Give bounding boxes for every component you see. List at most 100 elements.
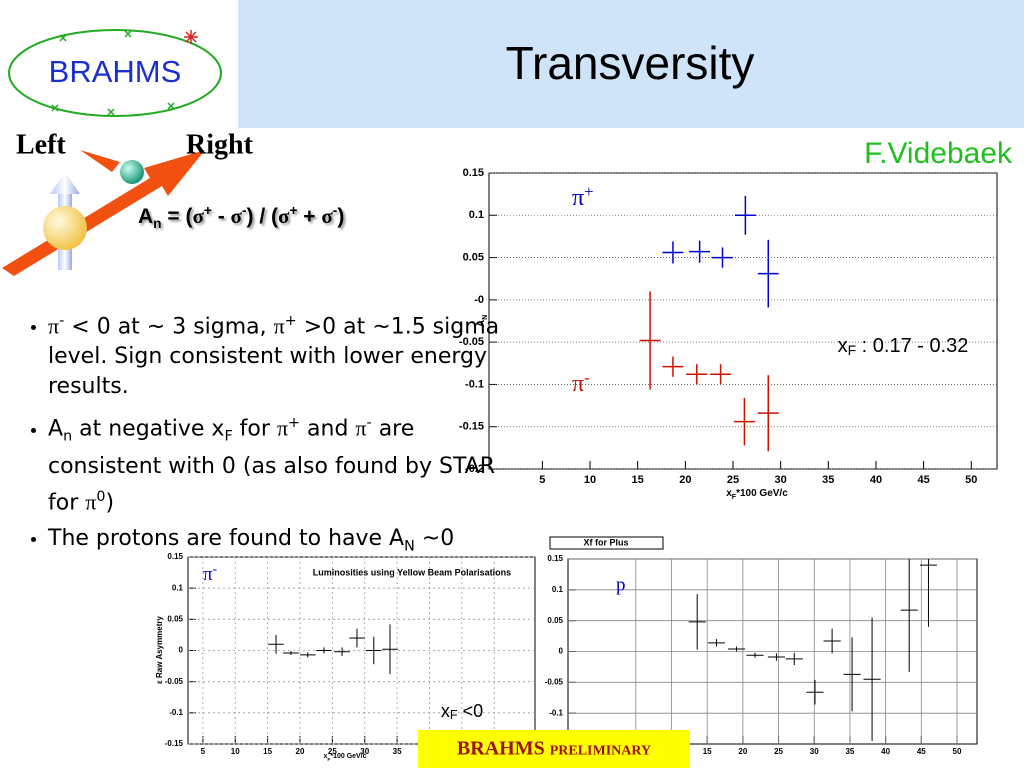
sup-text: - <box>241 203 247 218</box>
x-tick-label: 25 <box>727 474 739 486</box>
text-run: ) <box>337 205 345 228</box>
chart-title: Xf for Plus <box>583 537 628 547</box>
sup-text: + <box>288 415 301 432</box>
annotation: xF <0 <box>441 701 483 723</box>
text-run: σ <box>192 204 204 228</box>
x-tick-label: 5 <box>539 474 545 486</box>
text-run: π <box>85 489 97 515</box>
x-tick-label: 10 <box>231 747 240 756</box>
sup-text: - <box>332 203 338 218</box>
chart: 0.15 0.1 0.05 0 -0.05 -0.1 5 10 15 20 25 30 35 40 45 50… <box>545 536 978 756</box>
y-tick-label: -0.05 <box>545 677 564 686</box>
y-tick-label: 0.15 <box>463 167 484 179</box>
text-run: ~0 <box>414 526 455 552</box>
x-tick-label: 10 <box>667 747 676 756</box>
text-run: σ <box>278 204 290 228</box>
text-run: >0 at ~1.5 sigma level. Sign consistent … <box>48 314 500 400</box>
y-axis-label: ε Raw Asymmetry <box>155 615 164 684</box>
y-tick-label: -0.15 <box>459 421 484 433</box>
sub-text: n <box>153 216 162 232</box>
x-tick-label: 20 <box>296 747 305 756</box>
text-run: σ <box>230 204 242 228</box>
y-tick-label: 0.05 <box>547 616 563 625</box>
sub-text: n <box>63 429 73 446</box>
text-run: π <box>273 313 285 339</box>
sup-text: + <box>284 313 297 329</box>
text-run: ) <box>105 490 115 516</box>
bullet: The protons are found to have AN ~0 <box>48 524 508 561</box>
asymmetry-formula: An = (σ+ - σ-) / (σ+ + σ-) <box>138 203 344 231</box>
slide-title: Transversity <box>506 37 755 89</box>
y-tick-label: 0.1 <box>552 585 564 594</box>
text-run: are consistent with 0 (as also found by … <box>48 416 496 516</box>
x-tick-label: 10 <box>584 474 596 486</box>
x-tick-label: 20 <box>738 747 747 756</box>
y-tick-label: 0.05 <box>167 614 183 623</box>
y-tick-label: -0.1 <box>169 708 183 717</box>
y-tick-label: -0.15 <box>165 739 184 748</box>
y-tick-label: -0.2 <box>465 463 484 475</box>
chart: 0.15 0.1 0.05 0 -0.05 -0.1 -0.15 5 10 15 20 25 30 35 4… <box>155 552 536 763</box>
text-run: at negative x <box>72 416 225 442</box>
sup-text: - <box>59 313 65 329</box>
series-label: π- <box>572 368 590 397</box>
y-tick-label: 0.15 <box>547 554 563 563</box>
sup-text: + <box>203 203 212 218</box>
bullet: An at negative xF for π+ and π- are cons… <box>48 408 508 518</box>
x-axis-label: xF*100 GeV/c <box>726 488 788 501</box>
sup-text: - <box>366 415 372 432</box>
right-label: Right <box>186 129 254 160</box>
x-tick-label: 15 <box>263 747 272 756</box>
data-layer <box>639 195 779 452</box>
x-tick-label: 50 <box>953 747 962 756</box>
sub-text: F <box>224 429 233 446</box>
text-run: σ <box>321 204 333 228</box>
x-tick-label: 5 <box>201 747 206 756</box>
x-tick-label: 40 <box>870 474 882 486</box>
x-tick-label: 25 <box>774 747 783 756</box>
x-tick-label: 5 <box>634 747 639 756</box>
chart-title: Luminosities using Yellow Beam Polarisat… <box>313 567 511 577</box>
x-tick-label: 25 <box>328 747 337 756</box>
x-tick-label: 15 <box>632 474 644 486</box>
plot-frame <box>488 172 998 470</box>
x-tick-label: 35 <box>845 747 854 756</box>
x-tick-label: 45 <box>917 747 926 756</box>
text-run: A <box>48 416 64 442</box>
x-tick-label: 20 <box>679 474 691 486</box>
x-tick-label: 30 <box>360 747 369 756</box>
header-band <box>238 0 1024 128</box>
x-axis-label: xF*100 GeV/c <box>323 753 366 763</box>
x-tick-label: 35 <box>822 474 834 486</box>
text-run: π <box>48 313 60 339</box>
y-tick-label: -0.05 <box>165 677 184 686</box>
x-tick-label: 50 <box>965 474 977 486</box>
series-label: π- <box>203 561 217 585</box>
y-tick-label: 0.15 <box>167 552 183 561</box>
text-run: for <box>232 416 277 442</box>
logo-text: BRAHMS <box>49 54 182 89</box>
bullet: π- < 0 at ~ 3 sigma, π+ >0 at ~1.5 sigma… <box>48 306 508 402</box>
y-tick-label: -0.05 <box>459 336 484 348</box>
y-tick-label: -0 <box>474 294 484 306</box>
series-label: π+ <box>572 182 594 211</box>
text-run: = ( <box>161 205 193 228</box>
x-tick-label: 50 <box>490 747 499 756</box>
y-tick-label: 0 <box>179 646 184 655</box>
sub-text: N <box>404 538 415 555</box>
y-tick-label: 0.1 <box>469 209 484 221</box>
text-run: + <box>297 205 322 228</box>
y-tick-label: 0 <box>559 647 564 656</box>
y-tick-label: -0.1 <box>465 378 484 390</box>
text-run: π <box>355 415 367 441</box>
sup-text: + <box>289 203 298 218</box>
x-tick-label: 40 <box>425 747 434 756</box>
text-run: - <box>211 205 231 228</box>
bullet-list: π- < 0 at ~ 3 sigma, π+ >0 at ~1.5 sigma… <box>10 306 508 568</box>
y-axis-label: AN <box>476 315 489 327</box>
text-run: and <box>300 416 356 442</box>
text-run: ) / ( <box>246 205 279 228</box>
sup-text: 0 <box>96 489 106 506</box>
y-tick-label: 0.1 <box>172 583 184 592</box>
